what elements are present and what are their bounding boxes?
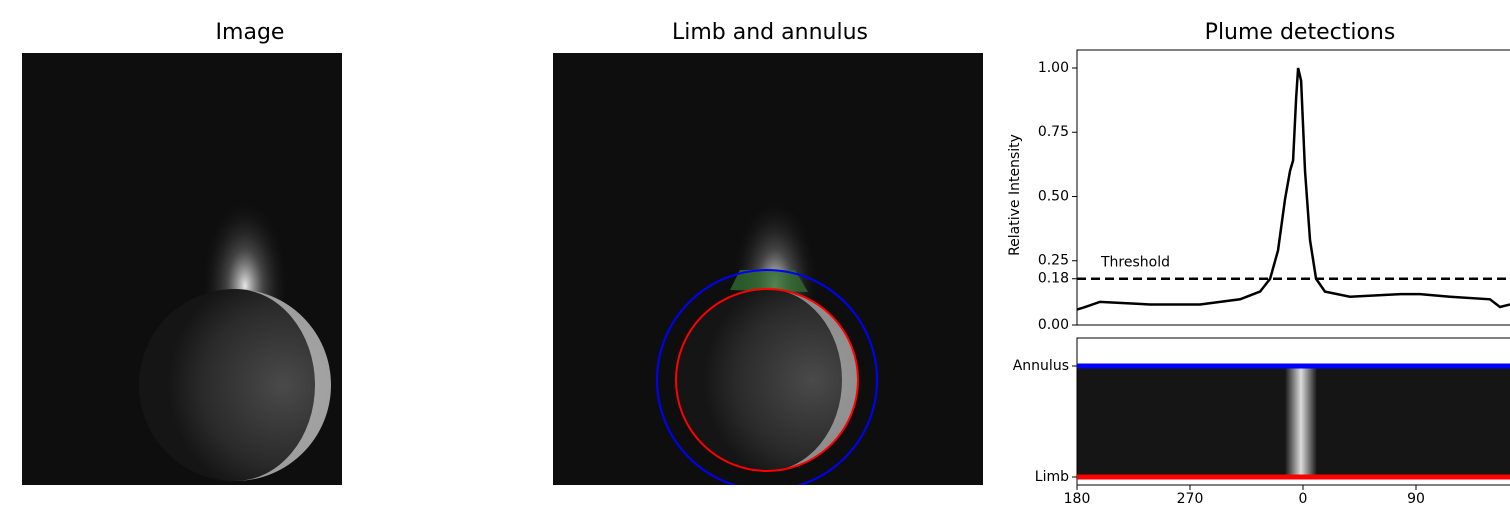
x-tick-label: 0 [1299, 491, 1308, 507]
annulus-panel [553, 53, 983, 490]
y-tick-label: 0.50 [1038, 188, 1069, 204]
panel-title: Image [216, 20, 285, 45]
y-tick-label: 0.18 [1038, 271, 1069, 287]
x-tick-label: 180 [1064, 491, 1091, 507]
y-tick-label: 1.00 [1038, 60, 1069, 76]
map-image [1077, 366, 1510, 477]
threshold-label: Threshold [1100, 255, 1170, 271]
chart-title: Plume detections [1205, 20, 1396, 45]
axes-frame [1077, 50, 1510, 325]
image-panel [22, 53, 342, 485]
panel-title: Limb and annulus [672, 20, 868, 45]
intensity-line [1077, 68, 1510, 310]
y-tick-label: Limb [1035, 469, 1069, 485]
figure: Image Limb and annulus Plume detections R… [0, 0, 1510, 515]
y-tick-label: 0.00 [1038, 317, 1069, 333]
y-tick-label: 0.75 [1038, 124, 1069, 140]
y-tick-label: Annulus [1013, 358, 1069, 374]
x-tick-label: 270 [1177, 491, 1204, 507]
y-tick-label: 0.25 [1038, 253, 1069, 269]
y-axis-label: Relative Intensity [1007, 134, 1023, 256]
x-tick-label: 90 [1407, 491, 1425, 507]
